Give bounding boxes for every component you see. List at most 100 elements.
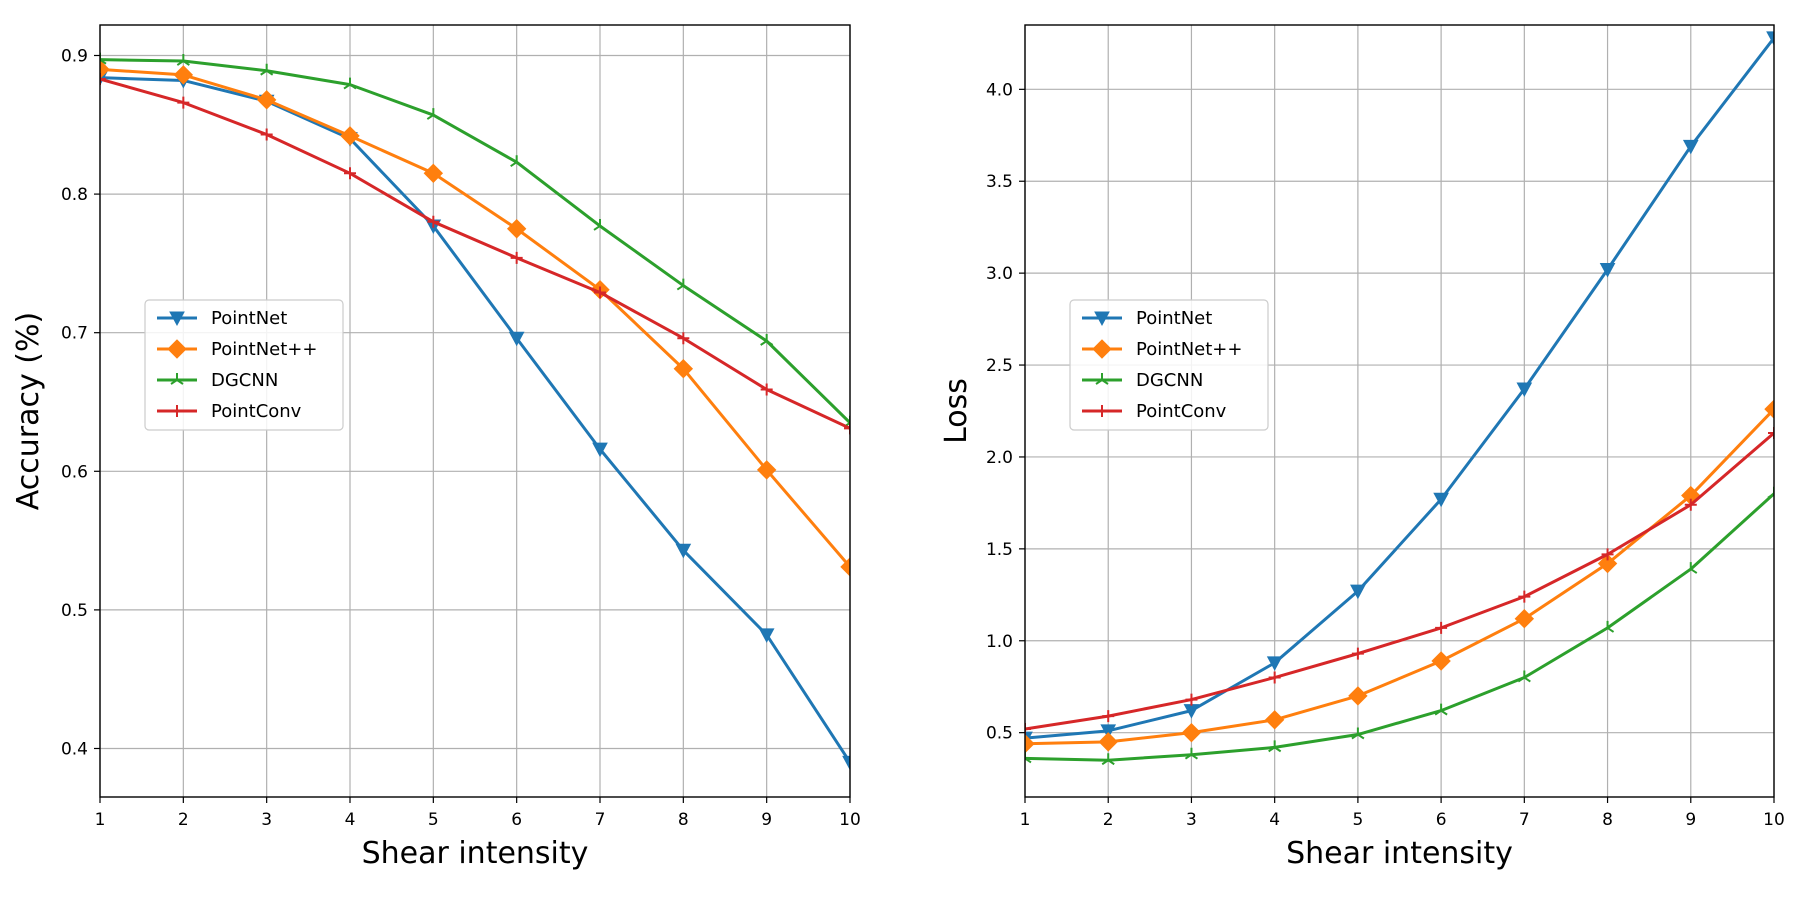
series-line xyxy=(1025,408,1774,746)
x-tick-label: 9 xyxy=(1685,810,1696,830)
x-axis-label: Shear intensity xyxy=(1286,836,1513,871)
data-point xyxy=(1025,722,1031,735)
data-point xyxy=(423,163,444,184)
data-point xyxy=(1431,651,1451,671)
data-point xyxy=(1268,740,1282,753)
legend-label: PointConv xyxy=(1136,401,1227,422)
legend-marker xyxy=(169,311,185,327)
data-point xyxy=(177,96,190,109)
legend-marker xyxy=(167,339,187,359)
legend-item: PointNet++ xyxy=(1082,339,1242,360)
data-point xyxy=(343,77,357,90)
data-point xyxy=(1434,703,1448,716)
legend-item: DGCNN xyxy=(157,370,278,391)
data-point xyxy=(1185,693,1198,706)
data-point xyxy=(676,278,690,291)
legend-label: PointNet++ xyxy=(1136,339,1242,360)
data-point xyxy=(1351,727,1365,740)
data-point xyxy=(173,65,194,85)
data-point xyxy=(1767,486,1774,499)
data-point xyxy=(594,286,606,299)
y-tick-label: 2.0 xyxy=(986,448,1013,468)
legend-item: DGCNN xyxy=(1082,370,1203,391)
data-point xyxy=(1684,498,1697,511)
data-point xyxy=(1597,553,1618,574)
x-tick-label: 7 xyxy=(1519,810,1530,830)
data-point xyxy=(506,219,527,239)
x-tick-label: 9 xyxy=(761,810,772,830)
data-point xyxy=(1184,747,1198,760)
x-tick-label: 10 xyxy=(839,810,861,830)
data-point xyxy=(100,52,107,65)
x-tick-label: 2 xyxy=(1103,810,1114,830)
legend-box xyxy=(144,299,344,431)
data-point xyxy=(842,755,850,771)
y-tick-label: 4.0 xyxy=(986,80,1013,100)
legend-item: PointConv xyxy=(1082,401,1227,422)
legend-item: PointNet xyxy=(1082,308,1212,329)
legend-marker xyxy=(1092,339,1112,359)
legend-item: PointNet xyxy=(157,308,287,329)
legend-marker xyxy=(1094,311,1110,327)
data-point xyxy=(1266,656,1283,671)
data-point xyxy=(260,63,274,76)
data-point xyxy=(1514,608,1535,629)
data-point xyxy=(1101,753,1115,766)
data-point xyxy=(1516,382,1533,397)
data-point xyxy=(426,108,440,120)
data-point xyxy=(1351,647,1364,660)
series-line xyxy=(100,58,850,424)
x-tick-label: 4 xyxy=(1269,810,1280,830)
data-point xyxy=(1102,710,1115,723)
y-tick-label: 2.5 xyxy=(986,356,1013,376)
data-point xyxy=(1264,710,1285,730)
data-point xyxy=(677,332,690,345)
y-tick-label: 1.5 xyxy=(986,540,1013,560)
y-axis-label: Loss xyxy=(939,378,974,444)
axes-frame xyxy=(99,24,851,798)
series-dgcnn xyxy=(100,52,850,428)
legend-marker xyxy=(1095,373,1109,385)
data-point xyxy=(260,128,273,141)
y-tick-label: 1.0 xyxy=(986,632,1013,652)
y-tick-label: 0.5 xyxy=(986,724,1013,744)
data-point xyxy=(1599,262,1616,278)
data-point xyxy=(760,334,774,346)
data-point xyxy=(1517,670,1531,683)
series-line xyxy=(100,67,850,568)
data-point xyxy=(1025,751,1032,764)
y-tick-label: 3.5 xyxy=(986,172,1013,192)
data-point xyxy=(1268,671,1281,684)
data-point xyxy=(510,155,524,168)
legend: PointNet PointNet++ DGCNN PointConv xyxy=(144,299,344,431)
x-tick-label: 7 xyxy=(595,810,606,830)
data-point xyxy=(100,59,110,80)
x-tick-label: 1 xyxy=(95,810,106,830)
legend-label: DGCNN xyxy=(1136,370,1203,391)
legend-label: PointNet++ xyxy=(211,339,317,360)
y-tick-label: 3.0 xyxy=(986,264,1013,284)
data-point xyxy=(1098,732,1118,752)
data-point xyxy=(340,126,360,146)
data-point xyxy=(1348,686,1368,706)
y-tick-label: 0.9 xyxy=(61,46,88,66)
data-point xyxy=(344,167,356,180)
x-tick-label: 8 xyxy=(1602,810,1613,830)
series-line xyxy=(1025,431,1774,731)
data-point xyxy=(1601,548,1614,561)
y-tick-label: 0.6 xyxy=(61,462,88,482)
data-point xyxy=(1682,139,1699,155)
x-tick-label: 10 xyxy=(1763,810,1785,830)
legend-item: PointConv xyxy=(157,401,302,422)
data-point xyxy=(1350,584,1366,600)
data-point xyxy=(756,460,777,480)
data-point xyxy=(508,331,525,347)
legend-item: PointNet++ xyxy=(157,339,317,360)
data-point xyxy=(1684,562,1698,574)
data-point xyxy=(1768,427,1774,440)
x-tick-label: 3 xyxy=(261,810,272,830)
data-point xyxy=(427,215,440,228)
legend-marker xyxy=(170,373,184,385)
legend-label: PointConv xyxy=(211,401,302,422)
